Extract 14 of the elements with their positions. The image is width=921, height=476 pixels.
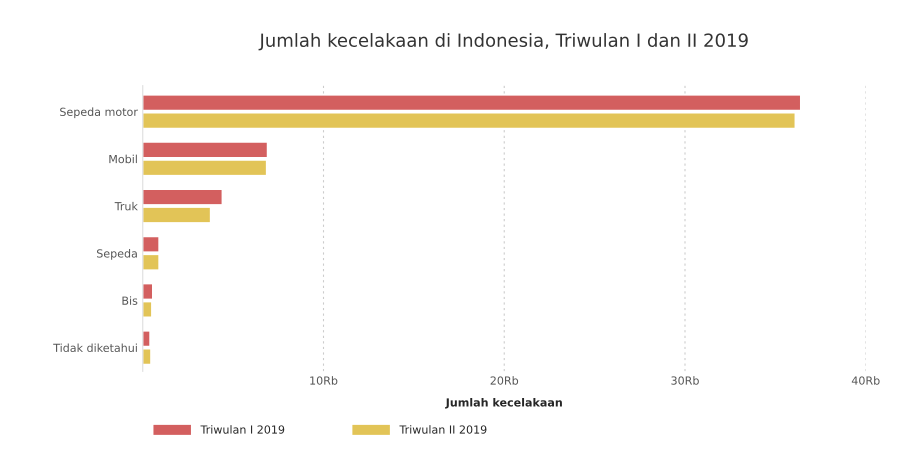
y-tick-label: Truk — [114, 202, 138, 210]
x-axis-title: Jumlah kecelakaan — [445, 398, 562, 409]
x-tick-label: 30Rb — [671, 376, 699, 385]
y-tick-label: Sepeda — [96, 249, 137, 260]
legend-label: Triwulan II 2019 — [399, 425, 486, 434]
y-tick-label: Mobil — [109, 154, 137, 164]
x-tick-label: 40Rb — [852, 376, 880, 385]
y-tick-label: Bis — [122, 296, 138, 305]
legend-label: Triwulan I 2019 — [200, 425, 284, 434]
x-tick-label: 20Rb — [490, 376, 518, 385]
chart-title: Jumlah kecelakaan di Indonesia, Triwulan I dan II 2019 — [258, 33, 748, 50]
y-tick-label: Sepeda motor — [60, 107, 138, 118]
y-tick-label: Tidak diketahui — [53, 343, 137, 352]
x-tick-label: 10Rb — [310, 376, 338, 385]
